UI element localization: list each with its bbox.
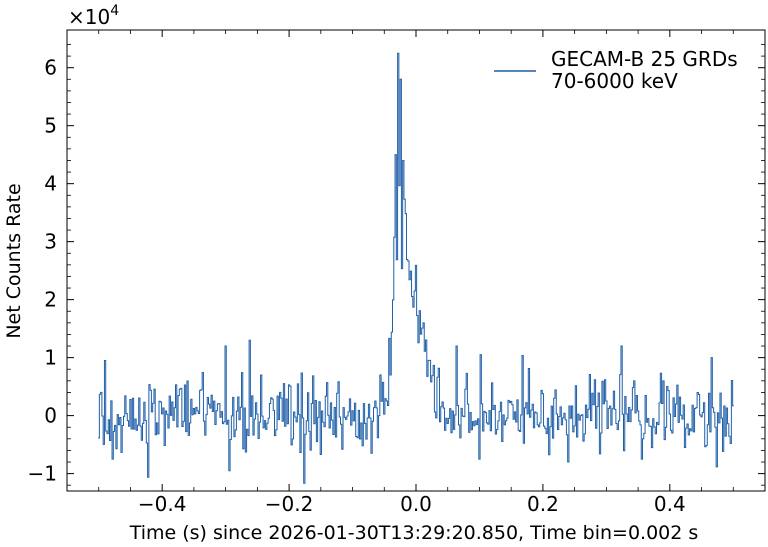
y-axis-label: Net Counts Rate: [3, 183, 25, 338]
y-tick-label: 5: [44, 114, 57, 138]
x-axis-label: Time (s) since 2026-01-30T13:29:20.850, …: [129, 522, 699, 544]
legend-label-line-1: GECAM-B 25 GRDs: [551, 47, 738, 71]
x-tick-label: 0.0: [400, 492, 432, 516]
series-line-gecam-b: [98, 52, 734, 484]
y-axis-multiplier: ×104: [68, 3, 119, 29]
axes-frame: [66, 29, 766, 492]
x-tick-labels: −0.4 −0.2 0.0 0.2 0.4: [138, 492, 686, 516]
y-tick-label: 4: [44, 172, 57, 196]
legend-label-line-2: 70-6000 keV: [551, 69, 678, 93]
y-tick-label: 0: [44, 404, 57, 428]
ticks-layer: [67, 30, 765, 491]
y-tick-label: −1: [28, 462, 57, 486]
x-tick-label: 0.4: [654, 492, 686, 516]
legend: GECAM-B 25 GRDs 70-6000 keV: [494, 47, 738, 93]
y-tick-label: 1: [44, 346, 57, 370]
y-tick-label: 2: [44, 288, 57, 312]
x-tick-label: −0.4: [138, 492, 187, 516]
x-tick-label: −0.2: [265, 492, 314, 516]
series-layer: [98, 52, 734, 484]
y-axis-multiplier-exponent: 4: [110, 3, 119, 19]
y-tick-labels: −1 0 1 2 3 4 5 6: [28, 56, 57, 486]
x-tick-label: 0.2: [527, 492, 559, 516]
y-tick-label: 3: [44, 230, 57, 254]
y-tick-label: 6: [44, 56, 57, 80]
